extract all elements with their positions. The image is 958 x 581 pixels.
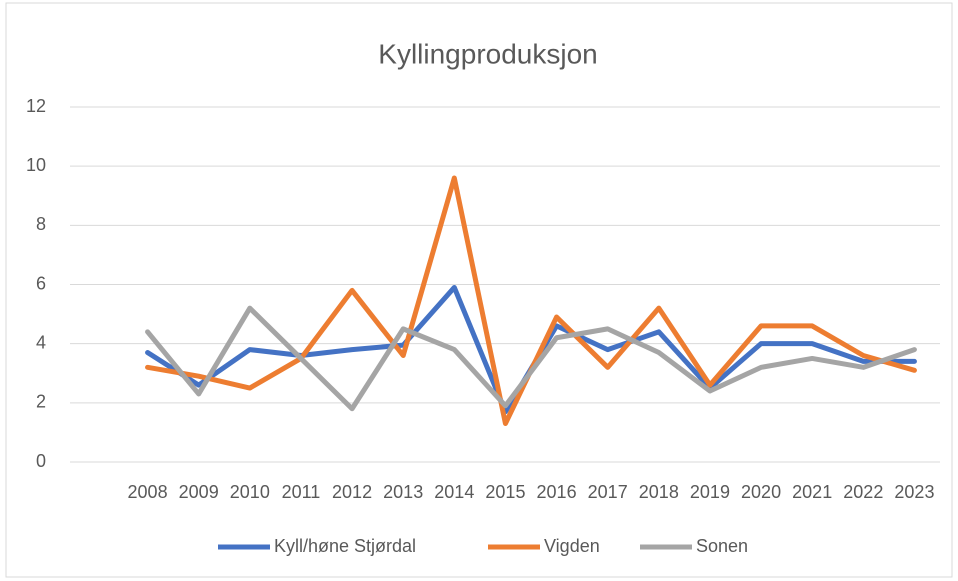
x-tick-label: 2022: [843, 482, 883, 502]
x-tick-label: 2018: [639, 482, 679, 502]
y-tick-label: 2: [36, 392, 46, 412]
legend-label: Kyll/høne Stjørdal: [274, 536, 416, 556]
y-tick-label: 8: [36, 214, 46, 234]
legend-label: Vigden: [544, 536, 600, 556]
x-tick-label: 2013: [383, 482, 423, 502]
y-tick-label: 12: [26, 96, 46, 116]
x-tick-label: 2010: [230, 482, 270, 502]
y-tick-label: 6: [36, 273, 46, 293]
y-tick-label: 0: [36, 451, 46, 471]
x-tick-label: 2009: [179, 482, 219, 502]
series-line: [145, 305, 917, 412]
x-tick-label: 2023: [894, 482, 934, 502]
x-tick-label: 2021: [792, 482, 832, 502]
legend-label: Sonen: [696, 536, 748, 556]
x-tick-label: 2019: [690, 482, 730, 502]
x-tick-label: 2014: [434, 482, 474, 502]
x-tick-label: 2015: [485, 482, 525, 502]
chart-title: Kyllingproduksjon: [378, 38, 597, 69]
x-tick-label: 2020: [741, 482, 781, 502]
x-tick-label: 2016: [537, 482, 577, 502]
x-tick-label: 2017: [588, 482, 628, 502]
y-tick-label: 10: [26, 155, 46, 175]
x-tick-label: 2012: [332, 482, 372, 502]
y-tick-label: 4: [36, 332, 46, 352]
x-tick-label: 2008: [128, 482, 168, 502]
x-tick-label: 2011: [282, 482, 321, 502]
